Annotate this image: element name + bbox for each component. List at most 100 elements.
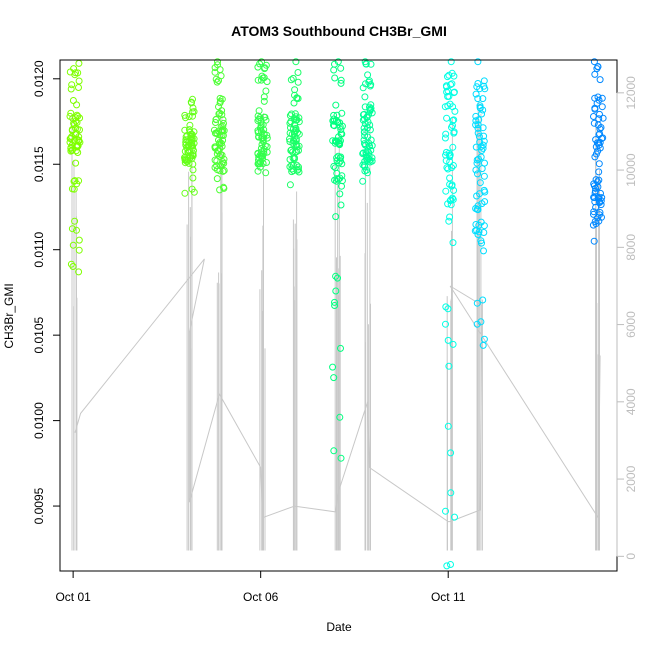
- data-point: [254, 63, 262, 71]
- data-point: [596, 198, 603, 205]
- data-point: [333, 111, 341, 119]
- data-point: [361, 163, 369, 171]
- data-point: [442, 187, 450, 195]
- data-point: [289, 74, 297, 82]
- data-point: [474, 58, 482, 66]
- data-point: [447, 81, 454, 89]
- data-point: [479, 296, 487, 304]
- data-point: [595, 168, 603, 176]
- data-point: [444, 93, 452, 100]
- data-point: [474, 170, 481, 178]
- data-point: [69, 97, 77, 104]
- data-point: [294, 69, 302, 76]
- data-point: [590, 210, 597, 218]
- data-point: [256, 163, 264, 171]
- data-point: [294, 95, 302, 102]
- data-point: [255, 107, 263, 115]
- data-point: [594, 93, 602, 101]
- data-point: [215, 103, 222, 111]
- y-axis-label: CH3Br_GMI: [2, 283, 16, 348]
- data-point: [473, 299, 481, 307]
- data-point: [73, 226, 80, 234]
- data-point: [444, 336, 452, 344]
- data-point: [261, 142, 269, 150]
- data-point: [359, 116, 367, 124]
- data-point: [595, 176, 603, 184]
- data-point: [292, 124, 300, 132]
- data-point: [479, 124, 487, 132]
- data-point: [473, 156, 481, 164]
- data-point: [189, 108, 196, 116]
- data-point: [295, 163, 302, 171]
- data-point: [479, 95, 487, 103]
- data-point: [186, 121, 194, 129]
- y2-tick-label: 2000: [624, 465, 638, 492]
- data-point: [367, 60, 375, 68]
- data-point: [75, 177, 83, 185]
- data-point: [331, 302, 339, 309]
- data-point: [337, 79, 345, 87]
- data-point: [68, 225, 76, 233]
- data-point: [447, 489, 455, 497]
- data-point: [189, 166, 197, 174]
- data-point: [75, 84, 82, 91]
- data-point: [442, 130, 450, 138]
- data-point: [362, 60, 370, 68]
- data-point: [472, 121, 480, 129]
- data-point: [448, 80, 456, 88]
- data-point: [286, 119, 294, 127]
- x-axis-label: Date: [326, 620, 352, 634]
- data-point: [286, 181, 294, 189]
- data-point: [480, 186, 488, 194]
- data-point: [445, 71, 453, 79]
- data-point: [255, 156, 262, 164]
- data-point: [331, 298, 338, 306]
- data-point: [187, 98, 195, 106]
- data-point: [338, 177, 346, 185]
- data-point: [181, 111, 189, 119]
- data-point: [480, 172, 488, 180]
- data-point: [592, 184, 599, 192]
- data-point: [254, 76, 262, 84]
- data-point: [67, 260, 75, 268]
- data-point: [291, 86, 299, 94]
- data-point: [71, 217, 79, 225]
- data-point: [592, 143, 600, 151]
- y2-tick-label: 12000: [624, 76, 638, 110]
- data-point: [189, 112, 196, 120]
- data-point: [290, 99, 298, 107]
- data-point: [336, 119, 344, 127]
- data-point: [255, 115, 263, 123]
- data-point: [335, 133, 342, 141]
- data-point: [336, 413, 344, 421]
- data-point: [216, 109, 224, 117]
- altitude-line-layer: [71, 101, 601, 551]
- data-point: [188, 142, 196, 150]
- data-point: [596, 76, 604, 84]
- data-point: [216, 94, 224, 102]
- data-point: [364, 71, 372, 79]
- data-point: [260, 126, 268, 134]
- data-point: [480, 222, 488, 230]
- data-point: [476, 138, 484, 146]
- data-point: [332, 287, 340, 295]
- data-point: [286, 135, 293, 143]
- data-point: [337, 126, 345, 134]
- data-point: [211, 64, 219, 72]
- data-point: [262, 169, 270, 177]
- data-point: [591, 70, 599, 78]
- data-point: [292, 58, 300, 66]
- data-point: [472, 166, 480, 174]
- data-point: [474, 129, 482, 137]
- data-point: [71, 177, 79, 185]
- data-point: [590, 58, 598, 66]
- data-point: [75, 268, 83, 276]
- data-point: [474, 80, 482, 87]
- data-point: [68, 141, 76, 149]
- data-point: [474, 231, 482, 238]
- y-axis-right: 0 2000 4000 6000 8000 10000 12000: [616, 76, 638, 560]
- y2-tick-label: 0: [624, 553, 638, 560]
- data-point: [360, 128, 368, 136]
- data-point: [448, 182, 456, 190]
- data-point: [337, 201, 345, 209]
